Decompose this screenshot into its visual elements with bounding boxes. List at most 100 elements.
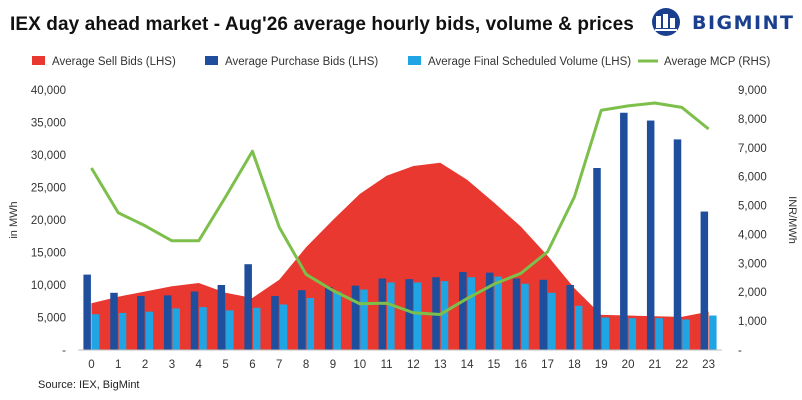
purchase-bids-bar [244, 264, 252, 350]
purchase-bids-bar [673, 139, 682, 350]
x-tick-label: 20 [622, 359, 635, 371]
scheduled-volume-bar [118, 312, 127, 350]
x-tick-label: 1 [115, 359, 121, 371]
y-left-tick-label: 10,000 [31, 280, 66, 292]
purchase-bids-bar [700, 211, 709, 350]
y-left-tick-label: 30,000 [31, 150, 66, 162]
purchase-bids-bar [593, 168, 601, 350]
bigmint-logo-icon [652, 8, 680, 36]
x-tick-label: 12 [407, 359, 420, 371]
scheduled-volume-bar [91, 314, 100, 350]
scheduled-volume-bar [494, 276, 502, 350]
legend-label: Average Final Scheduled Volume (LHS) [428, 56, 631, 68]
purchase-bids-bar [83, 274, 91, 350]
scheduled-volume-bar [306, 298, 315, 350]
sell-bids-area-layer [91, 162, 709, 350]
x-tick-label: 17 [541, 359, 554, 371]
x-tick-label: 14 [461, 359, 474, 371]
x-tick-label: 10 [353, 359, 366, 371]
x-tick-label: 5 [222, 359, 228, 371]
purchase-bids-bar [271, 296, 279, 350]
bigmint-logo-text: BIGMINT [692, 12, 795, 34]
mcp-line [90, 101, 710, 316]
scheduled-volume-bar [574, 305, 583, 350]
scheduled-volume-bar [145, 311, 154, 350]
y-left-tick-label: - [62, 345, 66, 357]
purchase-bids-bar [110, 292, 118, 350]
source-note: Source: IEX, BigMint [38, 379, 140, 391]
y-right-tick-label: 6,000 [738, 172, 767, 184]
mcp-line-layer [90, 101, 710, 316]
scheduled-volume-bar [226, 310, 234, 350]
scheduled-volume-bar [601, 317, 610, 350]
scheduled-volume-bar [172, 308, 180, 350]
scheduled-volume-bar [548, 292, 556, 350]
x-tick-label: 0 [88, 359, 94, 371]
x-tick-label: 2 [142, 359, 148, 371]
y-right-tick-label: 1,000 [738, 316, 767, 328]
scheduled-volume-bar [360, 289, 368, 350]
purchase-bids-bar [163, 295, 172, 350]
legend: Average Sell Bids (LHS) Average Purchase … [32, 56, 770, 68]
scheduled-volume-bar [467, 277, 476, 350]
legend-swatch [408, 56, 421, 65]
x-tick-label: 3 [169, 359, 175, 371]
y-right-tick-label: 4,000 [738, 229, 767, 241]
x-tick-label: 21 [649, 359, 662, 371]
scheduled-volume-bar [199, 307, 207, 350]
purchase-bids-bar [217, 285, 226, 350]
y-right-tick-label: 3,000 [738, 258, 767, 270]
x-tick-label: 8 [303, 359, 309, 371]
y-left-tick-label: 35,000 [31, 118, 66, 130]
y-right-tick-label: - [738, 345, 742, 357]
legend-label: Average Purchase Bids (LHS) [225, 56, 378, 68]
x-tick-label: 13 [434, 359, 447, 371]
scheduled-volume-bar [413, 282, 422, 350]
y-right-tick-label: 5,000 [738, 201, 767, 213]
x-tick-label: 11 [381, 359, 393, 371]
purchase-bids-bar [378, 278, 387, 350]
y-right-tick-label: 7,000 [738, 143, 767, 155]
scheduled-volume-bar [628, 318, 637, 350]
purchase-bids-bar [459, 272, 467, 350]
y-right-tick-label: 9,000 [738, 85, 767, 97]
y-left-tick-label: 40,000 [31, 85, 66, 97]
purchase-bids-bar [620, 112, 628, 350]
x-tick-label: 23 [702, 359, 715, 371]
y-right-tick-label: 2,000 [738, 287, 767, 299]
scheduled-volume-bar [655, 318, 663, 350]
y-left-tick-label: 20,000 [31, 215, 66, 227]
purchase-bids-bar [485, 272, 494, 350]
y-left-tick-label: 15,000 [31, 248, 66, 260]
legend-swatch [32, 56, 45, 65]
purchase-bids-bar [405, 279, 413, 350]
purchase-bids-bar [646, 120, 655, 350]
scheduled-volume-bar [279, 304, 288, 350]
x-tick-label: 6 [249, 359, 255, 371]
purchase-bids-bar [137, 296, 145, 350]
y-left-tick-label: 5,000 [37, 313, 66, 325]
x-tick-label: 22 [675, 359, 688, 371]
scheduled-volume-bar [682, 319, 690, 350]
purchase-bids-bar [512, 278, 521, 350]
x-tick-label: 19 [595, 359, 608, 371]
x-tick-label: 4 [196, 359, 203, 371]
y-left-axis-title: in MWh [8, 201, 20, 238]
purchase-bids-bar [351, 285, 360, 350]
scheduled-volume-bar [333, 291, 341, 350]
bigmint-logo: BIGMINT [650, 6, 796, 38]
x-tick-label: 7 [276, 359, 282, 371]
scheduled-volume-bar [521, 283, 529, 350]
scheduled-volume-bar [252, 307, 261, 350]
purchase-bids-bar [539, 279, 548, 350]
legend-swatch [205, 56, 218, 65]
scheduled-volume-bar [709, 315, 717, 350]
axes: -5,00010,00015,00020,00025,00030,00035,0… [8, 85, 798, 371]
y-left-tick-label: 25,000 [31, 183, 66, 195]
y-right-axis-title: INR/MWh [786, 196, 798, 244]
legend-label: Average Sell Bids (LHS) [52, 56, 176, 68]
x-tick-label: 16 [514, 359, 527, 371]
purchase-bids-bar [298, 290, 306, 350]
x-tick-label: 18 [568, 359, 581, 371]
